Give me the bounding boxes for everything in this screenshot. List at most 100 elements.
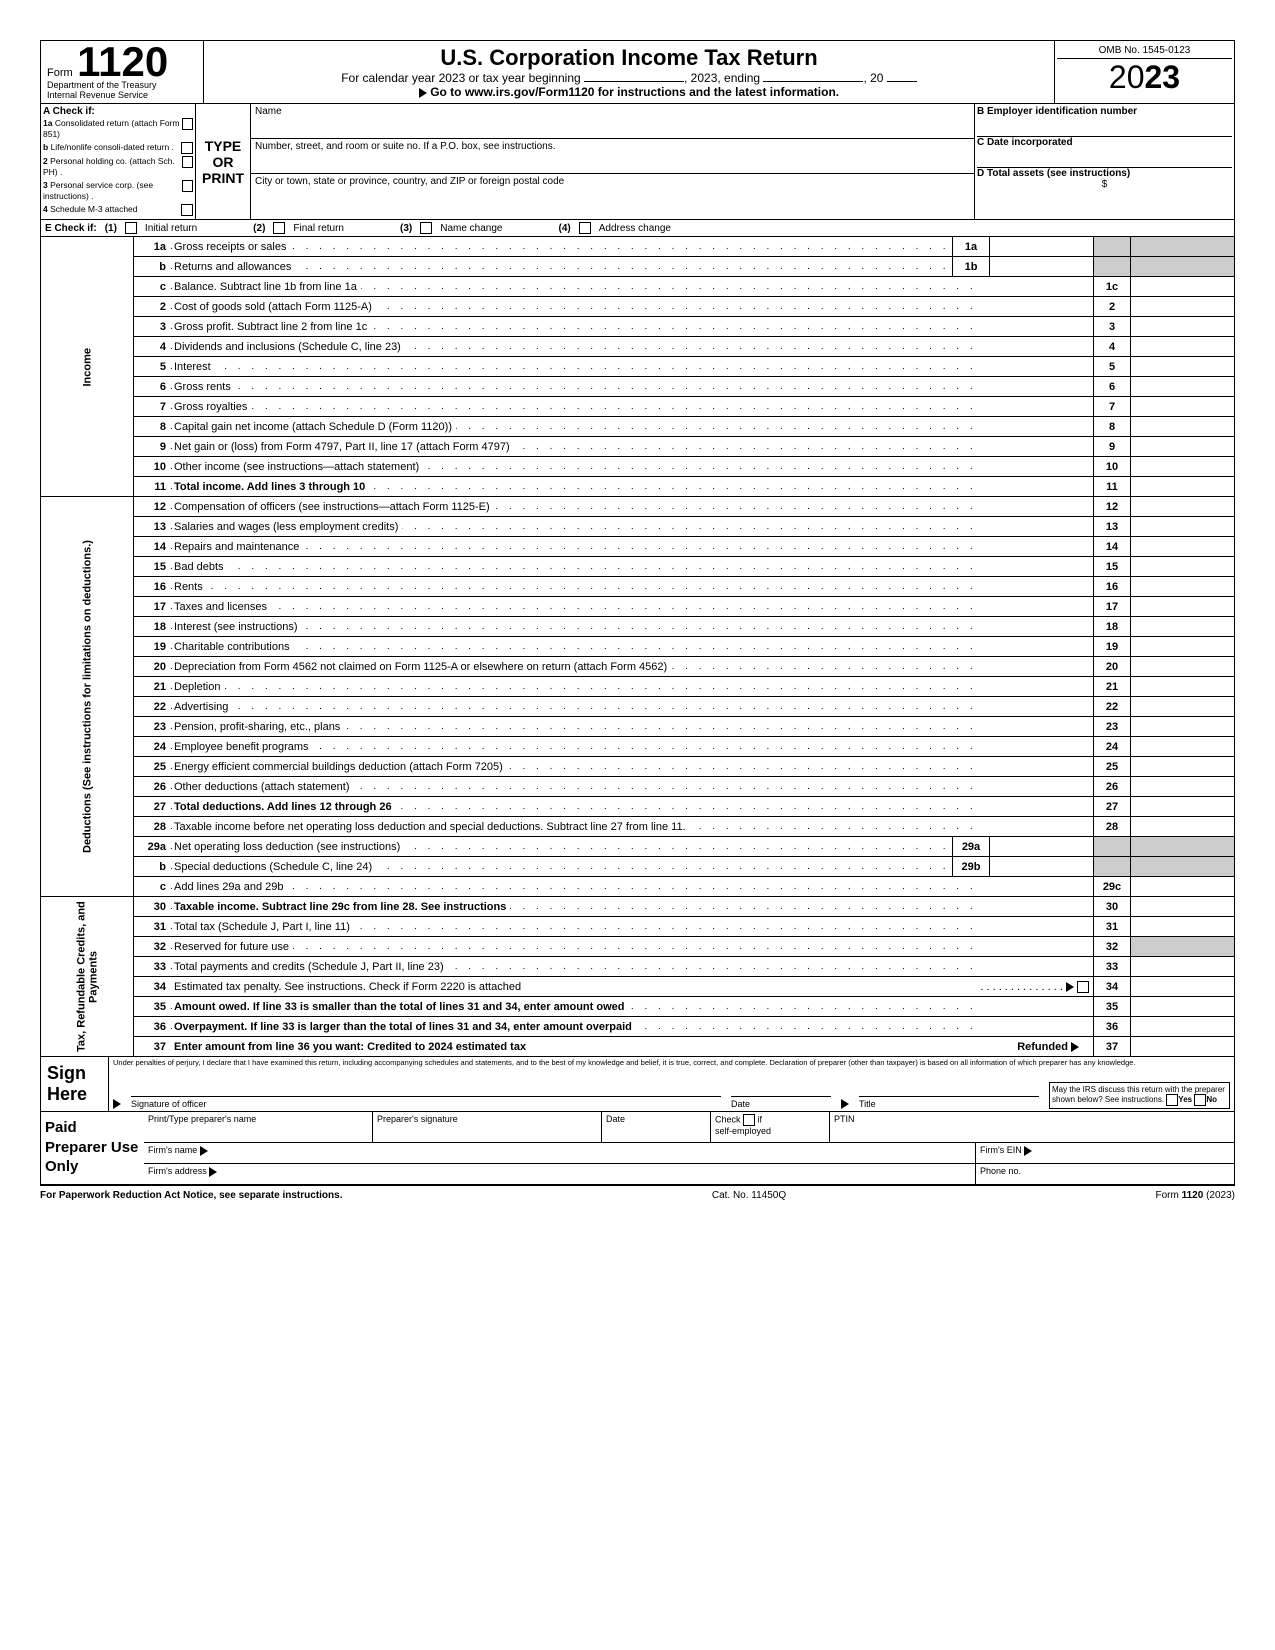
date-inc[interactable]: C Date incorporated — [977, 137, 1232, 168]
initial-return-chk[interactable] — [125, 222, 137, 234]
checkbox[interactable] — [182, 118, 193, 130]
line-desc: Total payments and credits (Schedule J, … — [170, 957, 1094, 977]
amount-field — [1131, 937, 1235, 957]
amount-field[interactable] — [1131, 477, 1235, 497]
sign-date[interactable] — [731, 1076, 831, 1097]
amount-field[interactable] — [1131, 437, 1235, 457]
line-desc: Cost of goods sold (attach Form 1125-A).… — [170, 297, 1094, 317]
name-field[interactable]: Name — [251, 104, 974, 139]
amount-field[interactable] — [1131, 357, 1235, 377]
amount-field[interactable] — [1131, 697, 1235, 717]
box-label: 28 — [1094, 817, 1131, 837]
amount-field[interactable] — [1131, 777, 1235, 797]
address-change-chk[interactable] — [579, 222, 591, 234]
amount-field[interactable] — [1131, 717, 1235, 737]
box-label: 14 — [1094, 537, 1131, 557]
amount-field[interactable] — [1131, 737, 1235, 757]
sign-title[interactable] — [859, 1076, 1039, 1097]
box-label: 29c — [1094, 877, 1131, 897]
amount-field[interactable] — [1131, 617, 1235, 637]
name-change-chk[interactable] — [420, 222, 432, 234]
line-number: c — [134, 277, 171, 297]
amount-field[interactable] — [1131, 877, 1235, 897]
line-desc: Estimated tax penalty. See instructions.… — [170, 977, 1094, 997]
amount-field[interactable] — [1131, 397, 1235, 417]
checkbox[interactable] — [182, 156, 193, 168]
sub-amount[interactable] — [990, 237, 1094, 257]
checkbox[interactable] — [1077, 981, 1089, 993]
amount-field[interactable] — [1131, 597, 1235, 617]
prep-date[interactable]: Date — [602, 1112, 711, 1142]
amount-field[interactable] — [1131, 457, 1235, 477]
line-number: 35 — [134, 997, 171, 1017]
checkbox[interactable] — [181, 204, 193, 216]
line-number: 13 — [134, 517, 171, 537]
amount-field[interactable] — [1131, 337, 1235, 357]
line-number: 6 — [134, 377, 171, 397]
sub-amount[interactable] — [990, 257, 1094, 277]
amount-field[interactable] — [1131, 657, 1235, 677]
officer-signature[interactable] — [131, 1076, 721, 1097]
amount-field[interactable] — [1131, 677, 1235, 697]
ptin[interactable]: PTIN — [830, 1112, 1234, 1142]
firm-address[interactable]: Firm's address — [144, 1164, 976, 1184]
prep-name[interactable]: Print/Type preparer's name — [144, 1112, 373, 1142]
discuss-yes[interactable] — [1166, 1094, 1178, 1106]
goto: Go to www.irs.gov/Form1120 for instructi… — [208, 85, 1050, 99]
line-row: cBalance. Subtract line 1b from line 1a.… — [41, 277, 1234, 297]
firm-name[interactable]: Firm's name — [144, 1143, 976, 1163]
amount-field[interactable] — [1131, 317, 1235, 337]
ein[interactable]: B Employer identification number — [977, 106, 1232, 137]
prep-sig[interactable]: Preparer's signature — [373, 1112, 602, 1142]
amount-field[interactable] — [1131, 297, 1235, 317]
amount-field[interactable] — [1131, 1017, 1235, 1037]
final-return-chk[interactable] — [273, 222, 285, 234]
amount-field[interactable] — [1131, 637, 1235, 657]
self-employed[interactable]: Check ifself-employed — [711, 1112, 830, 1142]
line-number: 19 — [134, 637, 171, 657]
amount-field[interactable] — [1131, 1037, 1235, 1057]
line-row: Deductions (See instructions for limitat… — [41, 497, 1234, 517]
line-number: b — [134, 257, 171, 277]
sub-box-label: 29a — [953, 837, 990, 857]
line-number: 36 — [134, 1017, 171, 1037]
discuss-no[interactable] — [1194, 1094, 1206, 1106]
city-field[interactable]: City or town, state or province, country… — [251, 174, 974, 208]
amount-field[interactable] — [1131, 917, 1235, 937]
sub-amount[interactable] — [990, 857, 1094, 877]
line-number: b — [134, 857, 171, 877]
amount-field[interactable] — [1131, 377, 1235, 397]
line-number: 21 — [134, 677, 171, 697]
sub-amount[interactable] — [990, 837, 1094, 857]
section-label: Income — [41, 237, 134, 497]
line-desc: Capital gain net income (attach Schedule… — [170, 417, 1094, 437]
line-row: 25Energy efficient commercial buildings … — [41, 757, 1234, 777]
checkbox[interactable] — [182, 180, 193, 192]
firm-ein[interactable]: Firm's EIN — [976, 1143, 1234, 1163]
amount-field[interactable] — [1131, 797, 1235, 817]
amount-field[interactable] — [1131, 497, 1235, 517]
amount-field[interactable] — [1131, 957, 1235, 977]
amount-field[interactable] — [1131, 997, 1235, 1017]
total-assets[interactable]: D Total assets (see instructions)$ — [977, 168, 1232, 198]
amount-field[interactable] — [1131, 977, 1235, 997]
amount-field[interactable] — [1131, 757, 1235, 777]
form-ref: Form 1120 (2023) — [1156, 1190, 1236, 1201]
box-label: 2 — [1094, 297, 1131, 317]
amount-field[interactable] — [1131, 897, 1235, 917]
amount-field[interactable] — [1131, 417, 1235, 437]
line-number: 3 — [134, 317, 171, 337]
amount-field[interactable] — [1131, 577, 1235, 597]
address-field[interactable]: Number, street, and room or suite no. If… — [251, 139, 974, 174]
type-or-print: TYPE OR PRINT — [196, 104, 251, 219]
amount-field[interactable] — [1131, 817, 1235, 837]
arrow-icon — [200, 1146, 208, 1156]
amount-field[interactable] — [1131, 557, 1235, 577]
amount-field[interactable] — [1131, 277, 1235, 297]
amount-field[interactable] — [1131, 537, 1235, 557]
checkbox[interactable] — [181, 142, 193, 154]
line-desc: Gross receipts or sales. . . . . . . . .… — [170, 237, 953, 257]
amount-field[interactable] — [1131, 517, 1235, 537]
box-label: 16 — [1094, 577, 1131, 597]
phone[interactable]: Phone no. — [976, 1164, 1234, 1184]
